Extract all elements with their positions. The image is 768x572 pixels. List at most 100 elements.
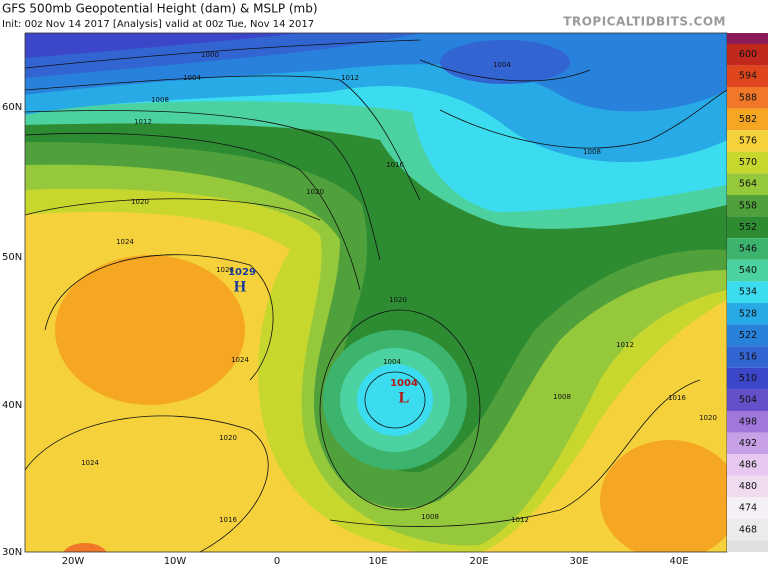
colorbar-label: 582 xyxy=(739,114,757,125)
field-534 xyxy=(357,364,433,436)
isobar xyxy=(25,110,381,261)
colorbar-swatch xyxy=(727,367,768,390)
isobar-label: 1004 xyxy=(383,358,401,366)
high-pressure-letter: H xyxy=(234,279,247,296)
colorbar-swatch xyxy=(727,389,768,411)
isobar-label: 1020 xyxy=(699,414,717,422)
colorbar-label: 576 xyxy=(739,136,757,147)
colorbar-label: 474 xyxy=(739,503,757,514)
colorbar-swatch xyxy=(727,259,768,282)
field-516 xyxy=(440,40,570,84)
isobar xyxy=(25,75,421,201)
colorbar-swatch xyxy=(727,303,768,325)
isobar xyxy=(25,132,361,291)
colorbar-swatch xyxy=(727,87,768,109)
colorbar-swatch xyxy=(727,454,768,476)
longitude-label: 0 xyxy=(274,556,280,567)
latitude-label: 60N xyxy=(2,102,22,113)
colorbar-label: 528 xyxy=(739,308,757,319)
field-510 xyxy=(25,33,300,58)
isobar-label: 1012 xyxy=(341,74,359,82)
colorbar-label: 594 xyxy=(739,71,757,82)
isobar-label: 1008 xyxy=(583,148,601,156)
isobar xyxy=(25,198,321,221)
colorbar-swatch xyxy=(727,411,768,433)
isobar-label: 1028 xyxy=(216,266,234,274)
latitude-label: 50N xyxy=(2,252,22,263)
site-name: TROPICALTIDBITS.COM xyxy=(563,15,726,29)
latitude-label: 30N xyxy=(2,547,22,558)
longitude-label: 20E xyxy=(469,556,488,567)
latitude-label: 40N xyxy=(2,400,22,411)
colorbar-swatch xyxy=(727,151,768,174)
colorbar-label: 498 xyxy=(739,416,757,427)
isobar-label: 1004 xyxy=(183,74,201,82)
isobar-label: 1024 xyxy=(116,238,134,246)
colorbar-swatch xyxy=(727,475,768,498)
colorbar-swatch xyxy=(727,238,768,260)
isobar xyxy=(25,415,269,552)
map-subtitle: Init: 00z Nov 14 2017 [Analysis] valid a… xyxy=(2,19,314,30)
colorbar-swatch xyxy=(727,346,768,368)
colorbar-swatch xyxy=(727,432,768,455)
isobar-label: 1016 xyxy=(386,161,404,169)
isobar-label: 1012 xyxy=(134,118,152,126)
colorbar-swatch xyxy=(727,43,768,66)
colorbar-label: 534 xyxy=(739,287,757,298)
isobar xyxy=(439,89,727,149)
low-pressure-letter: L xyxy=(399,390,410,407)
colorbar-swatch xyxy=(727,497,768,519)
longitude-label: 30E xyxy=(569,556,588,567)
longitude-label: 20W xyxy=(62,556,85,567)
isobar-label: 1004 xyxy=(493,61,511,69)
isobar xyxy=(44,254,274,381)
isobar xyxy=(329,379,701,527)
colorbar-swatch xyxy=(727,519,768,541)
isobar xyxy=(319,309,481,511)
isobar-label: 1000 xyxy=(201,51,219,59)
map-field xyxy=(25,33,727,552)
colorbar-swatch xyxy=(727,108,768,131)
field-588 xyxy=(63,543,107,552)
colorbar-bottom-swatch xyxy=(727,540,768,552)
map-labels: 60N 50N 40N 30N 20W 10W 0 10E 20E 30E 40E 1000 1004 1… xyxy=(2,51,717,567)
colorbar-swatch xyxy=(727,324,768,347)
colorbar-swatch xyxy=(727,173,768,195)
isobar xyxy=(364,371,426,429)
colorbar-label: 480 xyxy=(739,481,757,492)
isobar-label: 1012 xyxy=(616,341,634,349)
colorbar-label: 486 xyxy=(739,460,757,471)
map-title: GFS 500mb Geopotential Height (dam) & MS… xyxy=(2,2,318,16)
colorbar-label: 492 xyxy=(739,438,757,449)
isobar-label: 1012 xyxy=(511,516,529,524)
colorbar-label: 546 xyxy=(739,244,757,255)
longitude-label: 10E xyxy=(368,556,387,567)
colorbar-swatch xyxy=(727,216,768,239)
isobar xyxy=(25,39,421,69)
colorbar-label: 540 xyxy=(739,265,757,276)
colorbar-label: 600 xyxy=(739,49,757,60)
colorbar-swatch xyxy=(727,195,768,217)
colorbar-swatch xyxy=(727,281,768,303)
isobar-label: 1020 xyxy=(131,198,149,206)
colorbar-label: 564 xyxy=(739,179,757,190)
colorbar-swatch xyxy=(727,130,768,152)
isobar-label: 1020 xyxy=(306,188,324,196)
field-582 xyxy=(55,255,245,405)
isobar-label: 1008 xyxy=(553,393,571,401)
field-582 xyxy=(600,440,727,552)
isobar-label: 1024 xyxy=(81,459,99,467)
isobar-label: 1008 xyxy=(151,96,169,104)
colorbar-label: 468 xyxy=(739,524,757,535)
colorbar-label: 552 xyxy=(739,222,757,233)
isobar-label: 1016 xyxy=(668,394,686,402)
high-pressure-value: 1029 xyxy=(228,267,256,278)
isobar-label: 1020 xyxy=(219,434,237,442)
low-pressure-value: 1004 xyxy=(390,378,418,389)
colorbar: 600 594 588 582 576 570 564 558 552 546 540 534 528 5… xyxy=(727,33,768,552)
colorbar-swatch xyxy=(727,65,768,87)
longitude-label: 40E xyxy=(669,556,688,567)
longitude-label: 10W xyxy=(164,556,187,567)
isobar-label: 1016 xyxy=(219,516,237,524)
